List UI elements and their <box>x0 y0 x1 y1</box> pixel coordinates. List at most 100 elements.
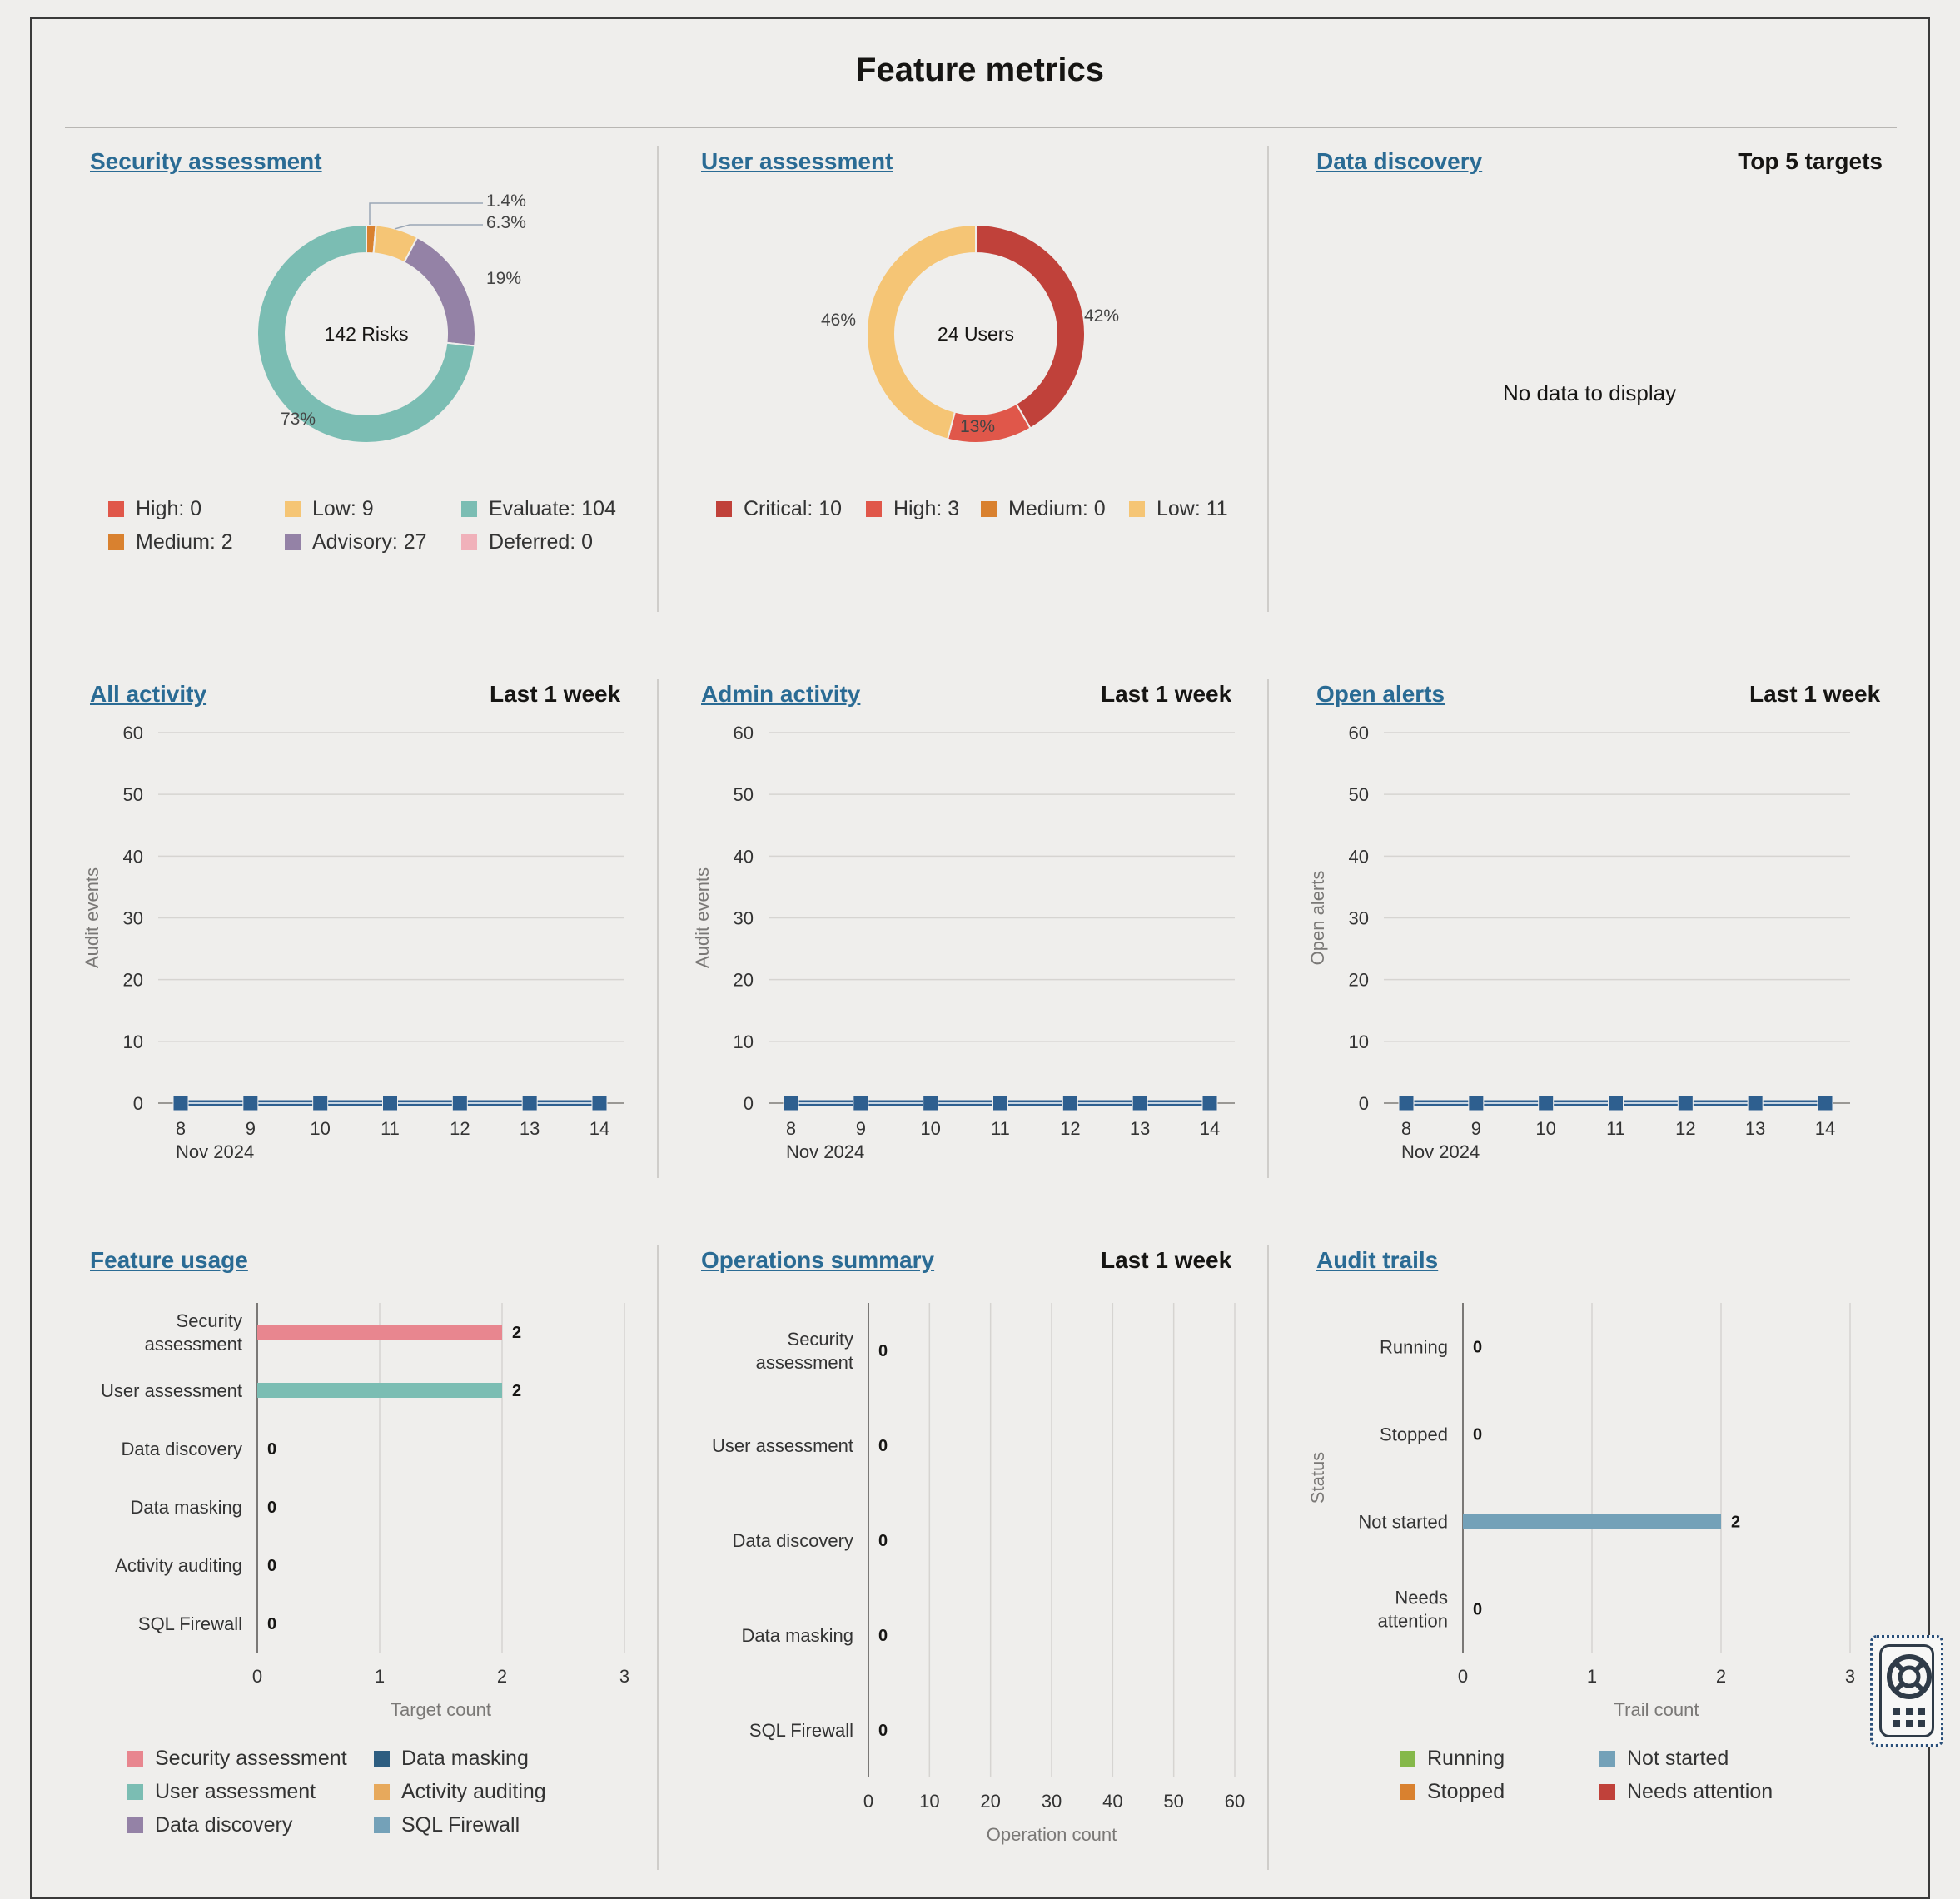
data-point <box>242 1095 259 1111</box>
legend-item[interactable]: High: 0 <box>108 497 201 521</box>
data-point <box>1817 1095 1833 1111</box>
legend-item[interactable]: Advisory: 27 <box>285 530 427 554</box>
donut-slice <box>256 223 476 444</box>
legend-item[interactable]: Low: 9 <box>285 497 374 521</box>
column-divider <box>1267 1245 1269 1870</box>
bar-value-label: 0 <box>1473 1426 1482 1444</box>
help-widget-button[interactable] <box>1870 1635 1943 1747</box>
donut-slice <box>403 236 476 347</box>
x-tick-label: 1 <box>375 1666 385 1687</box>
x-tick-label: 3 <box>1845 1666 1855 1687</box>
x-tick-label: 9 <box>1471 1118 1481 1139</box>
legend-item[interactable]: SQL Firewall <box>374 1813 520 1837</box>
audit-trails-chart: 0 1 2 3 Running 0 Stopped 0 Not started 2 Needs att… <box>1307 1303 1855 1720</box>
title-divider <box>65 127 1897 128</box>
y-tick-label: 30 <box>1349 908 1369 929</box>
legend-item[interactable]: Stopped <box>1400 1780 1505 1804</box>
data-point <box>382 1095 398 1111</box>
y-tick-label: 50 <box>734 784 754 805</box>
data-discovery-link[interactable]: Data discovery <box>1316 148 1483 174</box>
x-tick-label: 8 <box>176 1118 186 1139</box>
help-widget-frame <box>1879 1644 1934 1737</box>
legend-item[interactable]: Not started <box>1599 1747 1729 1771</box>
open-alerts-range-label: Last 1 week <box>1749 681 1881 707</box>
legend-item[interactable]: User assessment <box>127 1780 316 1804</box>
category-label: attention <box>1378 1611 1448 1632</box>
category-label: Data masking <box>741 1625 853 1646</box>
bar-value-label: 0 <box>878 1627 888 1645</box>
legend-item[interactable]: Evaluate: 104 <box>461 497 616 521</box>
bar-value-label: 2 <box>1731 1514 1740 1532</box>
security-assessment-legend: High: 0 Low: 9 Evaluate: 104 Medium: 2 A… <box>108 497 641 564</box>
legend-label: Critical: 10 <box>744 497 843 520</box>
legend-swatch <box>461 534 477 550</box>
open-alerts-link[interactable]: Open alerts <box>1316 681 1445 707</box>
audit-trails-legend: Running Not started Stopped Needs attent… <box>1400 1747 1899 1813</box>
user-assessment-link[interactable]: User assessment <box>701 148 893 174</box>
y-tick-label: 10 <box>123 1032 143 1052</box>
category-label: SQL Firewall <box>749 1720 853 1741</box>
feature-usage-chart: 0 1 2 3 Security assessment 2 User assessment 2 D… <box>101 1303 629 1720</box>
x-tick-label: 2 <box>497 1666 507 1687</box>
legend-label: SQL Firewall <box>401 1813 520 1837</box>
x-tick-label: 14 <box>589 1118 609 1139</box>
x-tick-label: 10 <box>310 1118 330 1139</box>
slice-percent-label: 6.3% <box>486 213 526 232</box>
y-tick-label: 10 <box>734 1032 754 1052</box>
bar <box>257 1325 502 1340</box>
security-assessment-donut: 1.4% 6.3% 19% 73% 142 Risks <box>256 191 526 444</box>
operations-summary-link[interactable]: Operations summary <box>701 1247 935 1273</box>
legend-item[interactable]: Security assessment <box>127 1747 347 1771</box>
category-label: Not started <box>1358 1512 1448 1533</box>
x-tick-label: 14 <box>1815 1118 1835 1139</box>
legend-label: User assessment <box>155 1780 316 1803</box>
legend-item[interactable]: Medium: 2 <box>108 530 233 554</box>
y-tick-label: 60 <box>1349 723 1369 743</box>
x-tick-label: 60 <box>1225 1791 1245 1812</box>
category-label: Data masking <box>130 1497 242 1518</box>
y-tick-label: 40 <box>1349 846 1369 867</box>
y-tick-label: 0 <box>133 1093 143 1114</box>
data-point <box>1398 1095 1415 1111</box>
security-assessment-link[interactable]: Security assessment <box>90 148 322 174</box>
y-tick-label: 50 <box>1349 784 1369 805</box>
admin-activity-range-label: Last 1 week <box>1101 681 1232 707</box>
data-point <box>853 1095 869 1111</box>
legend-item[interactable]: Low: 11 <box>1129 497 1228 521</box>
audit-trails-link[interactable]: Audit trails <box>1316 1247 1439 1273</box>
bar-value-label: 0 <box>878 1722 888 1740</box>
legend-item[interactable]: Deferred: 0 <box>461 530 593 554</box>
legend-swatch <box>285 501 301 517</box>
legend-item[interactable]: Needs attention <box>1599 1780 1773 1804</box>
feature-usage-link[interactable]: Feature usage <box>90 1247 248 1273</box>
x-tick-label: 10 <box>1535 1118 1555 1139</box>
all-activity-link[interactable]: All activity <box>90 681 207 707</box>
legend-item[interactable]: Data discovery <box>127 1813 292 1837</box>
x-axis-period-label: Nov 2024 <box>1401 1141 1480 1162</box>
legend-label: Stopped <box>1427 1780 1505 1803</box>
data-point <box>1538 1095 1555 1111</box>
y-tick-label: 40 <box>123 846 143 867</box>
legend-item[interactable]: High: 3 <box>866 497 959 521</box>
y-tick-label: 10 <box>1349 1032 1369 1052</box>
legend-label: High: 3 <box>893 497 960 520</box>
slice-percent-label: 19% <box>486 269 521 288</box>
legend-item[interactable]: Activity auditing <box>374 1780 546 1804</box>
leader-line <box>369 202 483 225</box>
x-tick-label: 10 <box>919 1791 939 1812</box>
legend-label: Data discovery <box>155 1813 293 1837</box>
legend-item[interactable]: Medium: 0 <box>981 497 1106 521</box>
y-axis-title: Audit events <box>82 867 102 968</box>
legend-item[interactable]: Critical: 10 <box>716 497 842 521</box>
legend-label: Medium: 2 <box>136 530 233 554</box>
user-assessment-legend: Critical: 10 High: 3 Medium: 0 Low: 11 <box>716 497 1249 530</box>
legend-item[interactable]: Data masking <box>374 1747 529 1771</box>
legend-item[interactable]: Running <box>1400 1747 1505 1771</box>
admin-activity-link[interactable]: Admin activity <box>701 681 861 707</box>
x-tick-label: 3 <box>619 1666 629 1687</box>
category-label: User assessment <box>101 1380 242 1401</box>
lifebuoy-icon <box>1887 1654 1932 1727</box>
bar-value-label: 0 <box>878 1342 888 1360</box>
x-tick-label: 13 <box>520 1118 540 1139</box>
x-tick-label: 9 <box>246 1118 256 1139</box>
